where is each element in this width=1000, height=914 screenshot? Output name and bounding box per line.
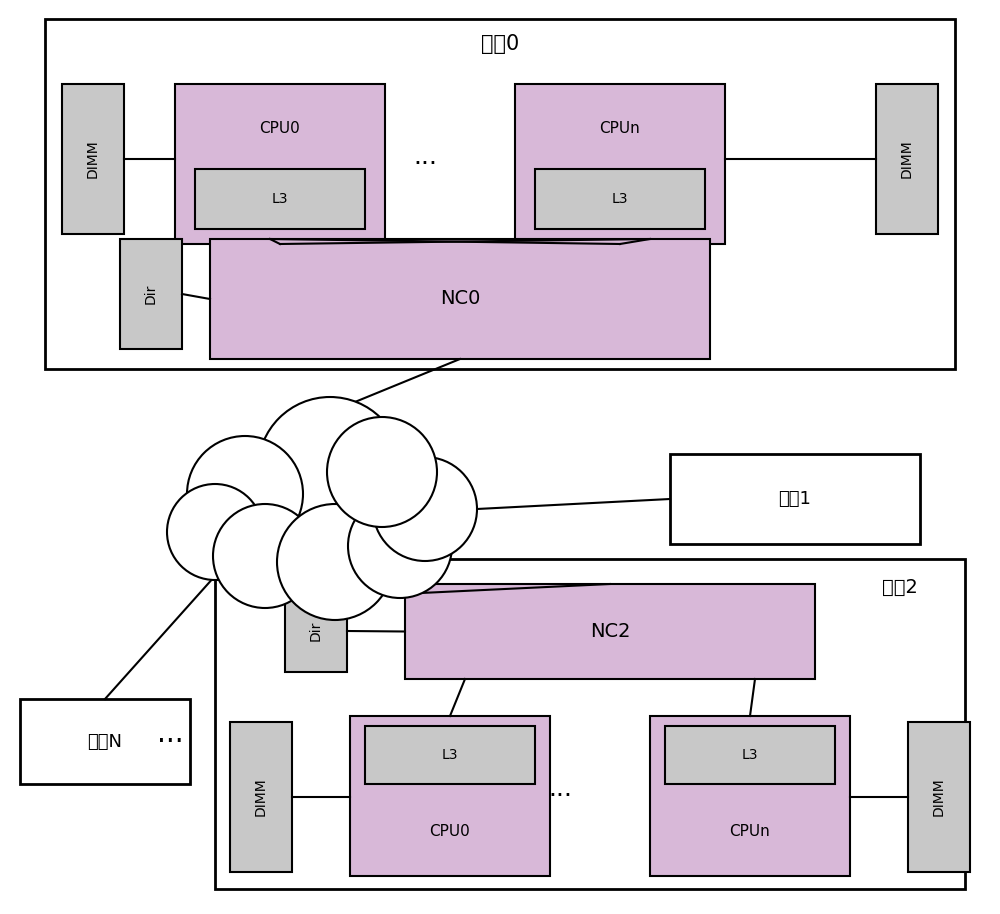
Circle shape [277, 504, 393, 620]
Text: Dir: Dir [144, 284, 158, 304]
Circle shape [213, 504, 317, 608]
Circle shape [373, 457, 477, 561]
Text: CPU0: CPU0 [260, 122, 300, 136]
Text: 节点2: 节点2 [882, 578, 918, 597]
Text: 节点0: 节点0 [481, 34, 519, 54]
Circle shape [187, 436, 303, 552]
FancyBboxPatch shape [175, 84, 385, 244]
Text: DIMM: DIMM [932, 778, 946, 816]
FancyBboxPatch shape [285, 590, 347, 672]
Text: DIMM: DIMM [254, 778, 268, 816]
FancyBboxPatch shape [665, 726, 835, 784]
Text: L3: L3 [272, 192, 288, 206]
Text: L3: L3 [742, 748, 758, 762]
Text: ···: ··· [413, 152, 437, 176]
FancyBboxPatch shape [120, 239, 182, 349]
Circle shape [327, 417, 437, 527]
FancyBboxPatch shape [405, 584, 815, 679]
Text: Dir: Dir [309, 621, 323, 642]
FancyBboxPatch shape [20, 699, 190, 784]
FancyBboxPatch shape [215, 559, 965, 889]
Text: ···: ··· [157, 728, 183, 756]
FancyBboxPatch shape [515, 84, 725, 244]
Circle shape [258, 397, 402, 541]
Text: 节点1: 节点1 [779, 490, 811, 508]
FancyBboxPatch shape [62, 84, 124, 234]
Text: DIMM: DIMM [86, 140, 100, 178]
Text: CPUn: CPUn [730, 824, 770, 838]
Text: DIMM: DIMM [900, 140, 914, 178]
FancyBboxPatch shape [908, 722, 970, 872]
Text: CPUn: CPUn [600, 122, 640, 136]
Text: L3: L3 [612, 192, 628, 206]
FancyBboxPatch shape [876, 84, 938, 234]
FancyBboxPatch shape [365, 726, 535, 784]
FancyBboxPatch shape [350, 716, 550, 876]
FancyBboxPatch shape [230, 722, 292, 872]
Text: CPU0: CPU0 [430, 824, 470, 838]
Text: ···: ··· [548, 784, 572, 808]
Text: NC0: NC0 [440, 290, 480, 309]
FancyBboxPatch shape [210, 239, 710, 359]
FancyBboxPatch shape [195, 169, 365, 229]
Circle shape [348, 494, 452, 598]
FancyBboxPatch shape [45, 19, 955, 369]
FancyBboxPatch shape [650, 716, 850, 876]
Text: 节点N: 节点N [88, 732, 122, 750]
Circle shape [167, 484, 263, 580]
FancyBboxPatch shape [670, 454, 920, 544]
Text: NC2: NC2 [590, 622, 630, 641]
FancyBboxPatch shape [535, 169, 705, 229]
Text: L3: L3 [442, 748, 458, 762]
